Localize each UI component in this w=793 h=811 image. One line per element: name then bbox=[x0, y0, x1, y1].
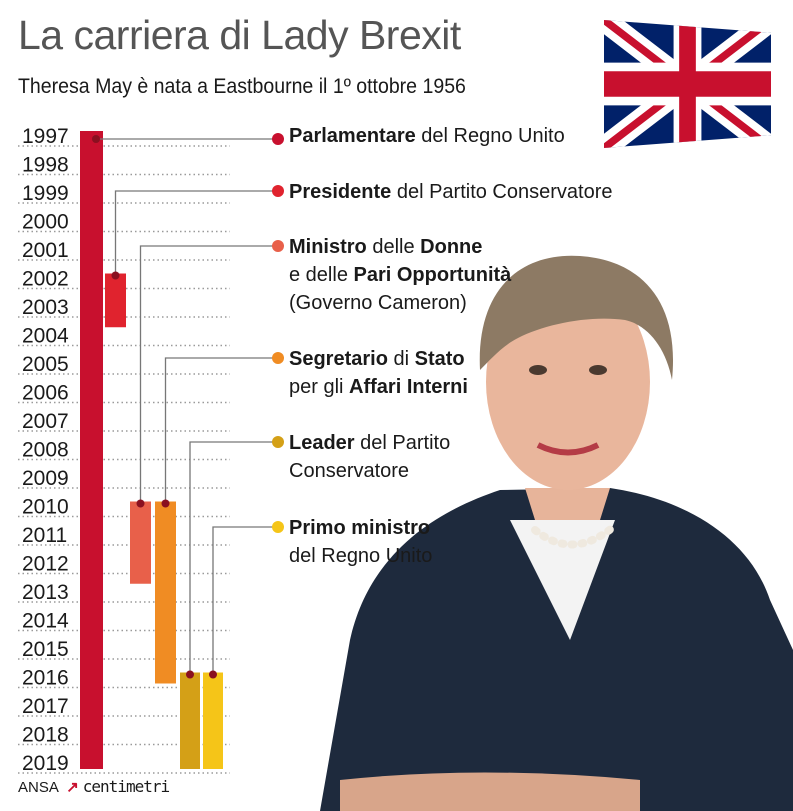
connector-line bbox=[164, 357, 275, 504]
role-label: del Regno Unito bbox=[289, 545, 432, 567]
connector-start-dot bbox=[161, 499, 170, 508]
year-tick-label: 1999 bbox=[22, 182, 69, 205]
year-tick-label: 2011 bbox=[22, 524, 67, 547]
year-tick-label: 2003 bbox=[22, 296, 69, 319]
year-tick-label: 2000 bbox=[22, 211, 69, 234]
year-tick-label: 2005 bbox=[22, 353, 69, 376]
connector-line bbox=[212, 526, 275, 675]
role-marker-dot bbox=[272, 436, 284, 448]
role-label: Primo ministro bbox=[289, 517, 430, 539]
union-jack-flag-icon bbox=[604, 20, 771, 148]
connector-line bbox=[139, 245, 275, 504]
connector-line bbox=[114, 190, 275, 276]
role-label: Parlamentare del Regno Unito bbox=[289, 125, 565, 147]
role-bar bbox=[105, 273, 126, 328]
connector-start-dot bbox=[209, 670, 217, 679]
role-label: e delle Pari Opportunità bbox=[289, 264, 512, 286]
year-tick-label: 2001 bbox=[22, 239, 69, 262]
role-marker-dot bbox=[272, 352, 284, 364]
connector-start-dot bbox=[186, 670, 194, 679]
year-tick-label: 2007 bbox=[22, 410, 69, 433]
role-label: Presidente del Partito Conservatore bbox=[289, 181, 613, 203]
brand-label: centimetri bbox=[82, 777, 170, 796]
role-label: Conservatore bbox=[289, 460, 409, 482]
year-tick-label: 2012 bbox=[22, 553, 69, 576]
connector-start-dot bbox=[111, 271, 120, 280]
year-tick-label: 1997 bbox=[22, 125, 69, 148]
arrow-logo-icon: ↗ bbox=[66, 779, 79, 796]
role-label: Leader del Partito bbox=[289, 432, 450, 454]
role-label: Segretario di Stato bbox=[289, 348, 465, 370]
connector-start-dot bbox=[92, 135, 100, 143]
source-label: ANSA bbox=[18, 779, 59, 796]
page-subtitle: Theresa May è nata a Eastbourne il 1º ot… bbox=[18, 75, 466, 98]
year-tick-label: 2019 bbox=[22, 752, 69, 775]
year-tick-label: 1998 bbox=[22, 154, 69, 177]
role-bar bbox=[80, 131, 103, 769]
role-marker-dot bbox=[272, 133, 284, 145]
role-label: per gli Affari Interni bbox=[289, 376, 468, 398]
year-tick-label: 2008 bbox=[22, 439, 69, 462]
role-bar bbox=[130, 501, 151, 584]
connector-start-dot bbox=[136, 499, 145, 508]
year-tick-label: 2015 bbox=[22, 638, 69, 661]
year-tick-label: 2014 bbox=[22, 610, 69, 633]
role-marker-dot bbox=[272, 185, 284, 197]
footer-credit: ANSA ↗ centimetri bbox=[18, 777, 170, 796]
page-title: La carriera di Lady Brexit bbox=[18, 12, 461, 58]
role-bar bbox=[155, 501, 176, 684]
role-bar bbox=[203, 672, 223, 769]
role-marker-dot bbox=[272, 240, 284, 252]
year-tick-label: 2002 bbox=[22, 268, 69, 291]
year-tick-label: 2017 bbox=[22, 695, 69, 718]
year-tick-label: 2010 bbox=[22, 496, 69, 519]
year-tick-label: 2004 bbox=[22, 325, 69, 348]
year-tick-label: 2013 bbox=[22, 581, 69, 604]
year-tick-label: 2006 bbox=[22, 382, 69, 405]
year-tick-label: 2009 bbox=[22, 467, 69, 490]
role-label: Ministro delle Donne bbox=[289, 236, 482, 258]
year-tick-label: 2016 bbox=[22, 667, 69, 690]
role-bar bbox=[180, 672, 200, 769]
year-tick-label: 2018 bbox=[22, 724, 69, 747]
connector-line bbox=[189, 441, 275, 675]
role-label: (Governo Cameron) bbox=[289, 292, 467, 314]
portrait-photo bbox=[320, 255, 793, 811]
role-marker-dot bbox=[272, 521, 284, 533]
